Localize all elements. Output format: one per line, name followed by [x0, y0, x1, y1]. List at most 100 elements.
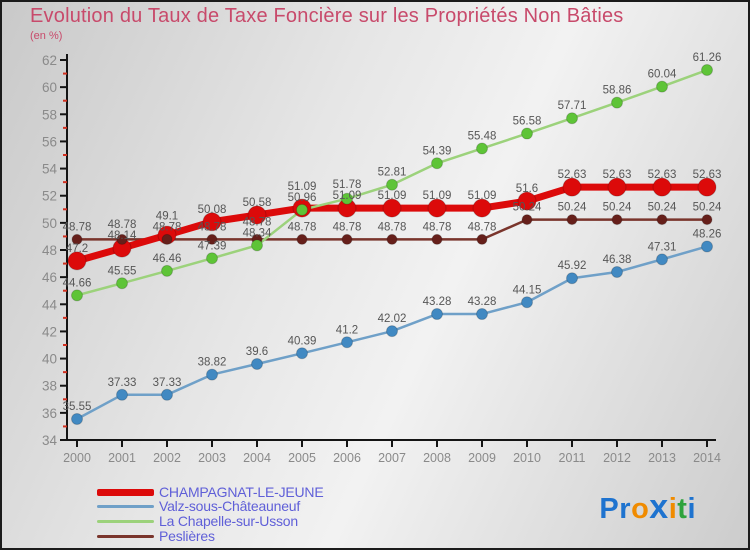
data-point — [701, 240, 713, 253]
y-tick-label: 62 — [42, 53, 57, 68]
data-label: 48.78 — [288, 221, 317, 233]
data-point — [566, 272, 578, 285]
data-point — [611, 214, 623, 226]
data-label: 46.46 — [153, 253, 182, 265]
x-tick-label: 2000 — [63, 451, 91, 465]
data-label: 50.24 — [513, 202, 542, 214]
series-markers-Valz-sous-Châteauneuf — [71, 240, 713, 425]
y-tick-label: 44 — [42, 297, 58, 312]
logo-letter: i — [687, 493, 696, 525]
data-label: 45.55 — [108, 265, 137, 277]
x-tick-label: 2008 — [423, 451, 451, 465]
legend-swatch — [97, 534, 154, 538]
data-point — [251, 358, 263, 370]
data-label: 51.09 — [333, 190, 362, 202]
data-label: 48.14 — [108, 230, 137, 242]
data-label: 51.09 — [378, 190, 407, 202]
data-point — [611, 265, 623, 278]
data-point — [161, 388, 173, 401]
data-point — [382, 198, 402, 218]
data-point — [701, 214, 713, 226]
data-label: 54.39 — [423, 145, 452, 157]
data-label: 48.78 — [378, 221, 407, 233]
legend-label: Peslières — [159, 527, 215, 544]
y-tick-label: 54 — [42, 162, 58, 177]
data-label: 49.1 — [156, 210, 178, 222]
data-point — [296, 203, 308, 216]
legend-label: La Chapelle-sur-Usson — [159, 512, 298, 529]
data-point — [652, 177, 672, 197]
x-tick-label: 2002 — [153, 451, 181, 465]
data-point — [386, 178, 398, 191]
legend-swatch — [97, 519, 154, 523]
x-tick-label: 2010 — [513, 451, 541, 465]
data-label: 48.78 — [63, 221, 92, 233]
y-tick-label: 48 — [42, 243, 57, 258]
data-label: 47.31 — [648, 241, 677, 253]
data-label: 43.28 — [423, 296, 452, 308]
data-point — [296, 233, 308, 245]
y-tick-label: 52 — [42, 189, 57, 204]
data-label: 50.24 — [603, 202, 632, 214]
logo-letter: i — [668, 493, 678, 525]
data-label: 50.24 — [648, 202, 677, 214]
y-tick-label: 40 — [42, 352, 57, 367]
y-tick-label: 58 — [42, 107, 57, 122]
data-label: 52.63 — [603, 169, 632, 181]
logo-letter: x — [649, 488, 669, 526]
data-label: 35.55 — [63, 401, 92, 413]
legend: CHAMPAGNAT-LE-JEUNE Valz-sous-Châteauneuf… — [97, 485, 324, 544]
data-point — [206, 233, 218, 245]
data-point — [566, 112, 578, 125]
legend-item-Valz-sous-Châteauneuf: Valz-sous-Châteauneuf — [97, 499, 323, 515]
data-point — [116, 388, 128, 401]
legend-item-Peslières: Peslières — [97, 529, 323, 544]
legend-swatch — [97, 505, 154, 509]
data-point — [116, 233, 128, 245]
data-point — [521, 127, 533, 140]
x-tick-label: 2007 — [378, 451, 406, 465]
series-markers-CHAMPAGNAT-LE-JEUNE — [67, 177, 717, 271]
data-point — [701, 64, 713, 77]
data-point — [386, 325, 398, 338]
x-tick-label: 2005 — [288, 451, 316, 465]
logo-letter: P — [599, 493, 620, 525]
data-label: 50.58 — [243, 197, 272, 209]
x-tick-label: 2011 — [559, 451, 586, 465]
data-point — [206, 252, 218, 265]
data-label: 48.78 — [243, 216, 272, 228]
data-label: 48.78 — [153, 221, 182, 233]
chart-subtitle: (en %) — [30, 30, 63, 42]
data-label: 51.6 — [516, 183, 538, 195]
x-tick-label: 2013 — [648, 451, 676, 465]
data-point — [476, 233, 488, 245]
data-point — [161, 264, 173, 277]
data-label: 47.2 — [66, 243, 88, 255]
data-label: 48.78 — [108, 219, 137, 231]
data-point — [251, 239, 263, 252]
data-point — [562, 177, 582, 197]
x-tick-label: 2001 — [108, 451, 136, 465]
data-label: 50.96 — [288, 192, 317, 204]
data-point — [431, 308, 443, 321]
data-point — [517, 191, 537, 211]
data-label: 58.86 — [603, 85, 632, 97]
data-point — [476, 308, 488, 321]
data-point — [386, 233, 398, 245]
data-label: 50.08 — [198, 204, 227, 216]
data-point — [656, 253, 668, 266]
data-point — [521, 214, 533, 226]
data-label: 48.78 — [468, 221, 497, 233]
data-label: 56.58 — [513, 116, 542, 128]
data-label: 61.26 — [693, 52, 722, 64]
data-point — [697, 177, 717, 197]
data-point — [116, 277, 128, 290]
legend-swatch — [97, 488, 154, 496]
data-point — [202, 212, 222, 232]
data-label: 51.09 — [288, 181, 317, 193]
proxiti-logo[interactable]: Proxiti — [599, 488, 696, 527]
data-point — [566, 214, 578, 226]
series-markers-Peslières — [71, 214, 713, 245]
x-tick-label: 2009 — [468, 451, 496, 465]
x-tick-label: 2012 — [603, 451, 631, 465]
